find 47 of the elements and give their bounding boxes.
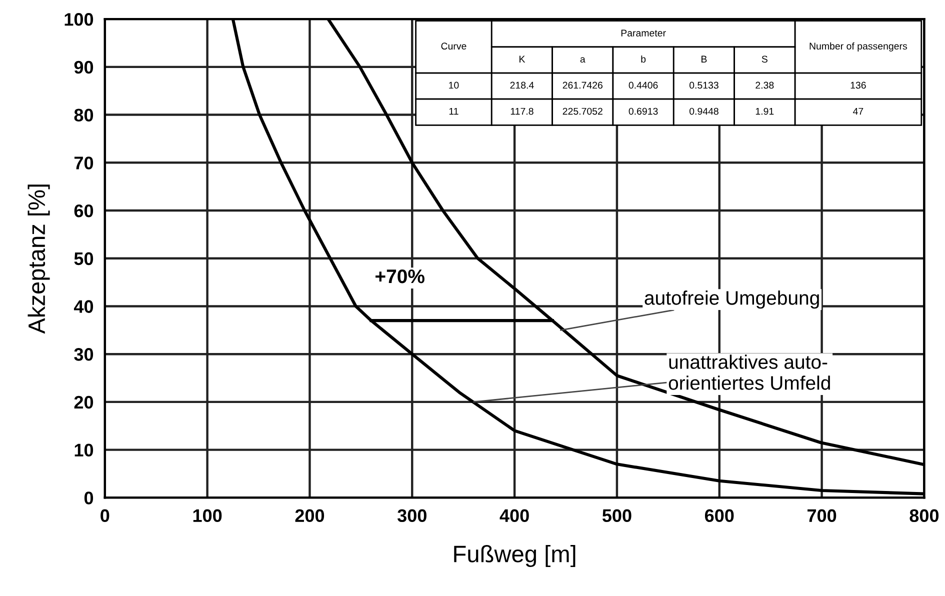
text: 261.7426 — [562, 82, 602, 89]
y-tick-label: 10 — [74, 444, 94, 457]
annotation: unattraktives auto- orientiertes Umfeld — [668, 354, 830, 390]
x-tick-label: 700 — [808, 509, 836, 522]
text: 10 — [449, 82, 459, 89]
text: 0.5133 — [689, 82, 718, 89]
y-tick-label: 60 — [74, 204, 94, 218]
y-axis-title: Akzeptanz [%] — [28, 184, 50, 334]
text: 117.8 — [510, 108, 534, 115]
x-tick-label: 200 — [295, 509, 324, 522]
text: 218.4 — [510, 82, 534, 89]
category-label: B — [702, 56, 707, 62]
category-label: Number of passengers — [810, 42, 908, 52]
x-tick-label: 800 — [910, 509, 939, 522]
annotation: +70% — [376, 269, 424, 284]
text: 0.6913 — [628, 108, 658, 115]
x-tick-label: 100 — [193, 509, 222, 522]
y-tick-label: 20 — [74, 396, 94, 409]
text: 0.4406 — [628, 82, 658, 89]
y-tick-label: 40 — [74, 300, 94, 313]
y-tick-label: 70 — [74, 156, 94, 170]
x-tick-label: 300 — [397, 509, 426, 522]
y-tick-label: 80 — [74, 108, 94, 122]
y-tick-label: 30 — [74, 348, 94, 361]
category-label: Curve — [441, 42, 466, 50]
x-axis-title: Fußweg [m] — [454, 545, 576, 568]
y-tick-label: 0 — [84, 492, 94, 504]
y-tick-label: 50 — [74, 252, 94, 266]
text: 0.9448 — [689, 108, 718, 115]
text: 2.38 — [756, 82, 774, 89]
category-label: K — [520, 56, 526, 62]
y-tick-label: 90 — [74, 60, 94, 74]
category-label: S — [762, 56, 768, 63]
text: Parameter — [621, 30, 666, 37]
category-label: a — [580, 57, 586, 63]
category-label: b — [641, 55, 646, 63]
x-tick-label: 600 — [704, 509, 734, 522]
x-tick-label: 0 — [100, 509, 110, 522]
x-tick-label: 500 — [602, 509, 632, 522]
x-tick-label: 400 — [500, 509, 529, 522]
text: 47 — [852, 108, 864, 115]
text: 11 — [449, 108, 458, 115]
y-tick-label: 100 — [64, 13, 94, 26]
text: 136 — [850, 82, 866, 89]
text: 1.91 — [756, 108, 774, 115]
text: 225.7052 — [562, 108, 602, 115]
annotation: autofreie Umgebung — [644, 290, 819, 309]
